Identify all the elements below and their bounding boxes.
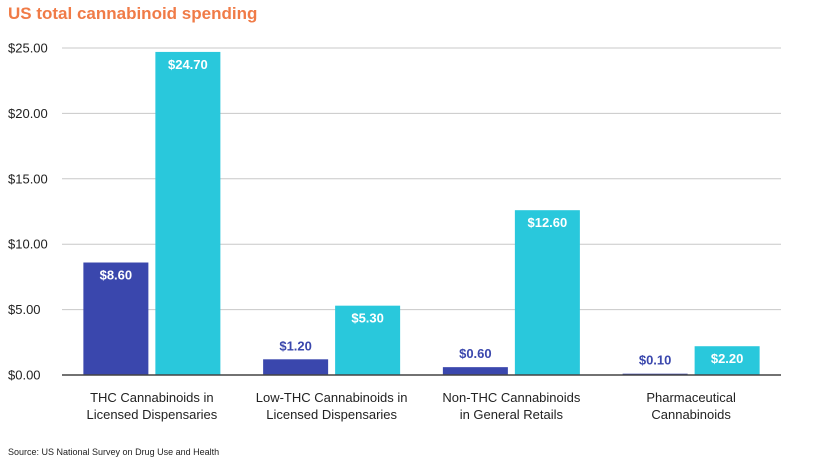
x-category-label: Licensed Dispensaries (266, 407, 397, 422)
bar (514, 210, 580, 375)
bar (155, 51, 221, 375)
y-tick-label: $10.00 (8, 237, 48, 252)
x-category-label: THC Cannabinoids in (90, 390, 214, 405)
bar-value-label: $12.60 (527, 215, 567, 230)
bars: $8.60 $24.70 $1.20 $5.30 $0.60 $12.60 $0.10 $2.… (83, 51, 760, 376)
y-tick-label: $25.00 (8, 41, 48, 56)
y-tick-label: $15.00 (8, 171, 48, 186)
y-tick-label: $5.00 (8, 302, 41, 317)
bar-value-label: $24.70 (168, 57, 208, 72)
y-tick-label: $0.00 (8, 368, 41, 383)
y-axis: $0.00 $5.00 $10.00 $15.00 $20.00 $25.00 (8, 41, 48, 383)
x-category-label: Low-THC Cannabinoids in (256, 390, 408, 405)
chart-title: US total cannabinoid spending (8, 4, 257, 23)
bar (263, 359, 329, 375)
bar (335, 305, 401, 375)
source-note: Source: US National Survey on Drug Use a… (8, 447, 219, 457)
bar-value-label: $0.60 (459, 346, 492, 361)
x-category-label: Pharmaceutical (646, 390, 736, 405)
x-axis: THC Cannabinoids in Licensed Dispensaries… (62, 374, 781, 422)
bar-value-label: $1.20 (279, 338, 312, 353)
x-category-label: in General Retails (460, 407, 564, 422)
x-category-label: Cannabinoids (651, 407, 731, 422)
x-category-label: Licensed Dispensaries (86, 407, 217, 422)
bar-value-label: $0.10 (639, 353, 672, 368)
bar (442, 367, 508, 375)
bar-value-label: $5.30 (351, 311, 384, 326)
bar-value-label: $2.20 (711, 351, 744, 366)
bar-value-label: $8.60 (100, 268, 133, 283)
bar (694, 346, 760, 375)
x-category-label: Non-THC Cannabinoids (442, 390, 581, 405)
bar (83, 262, 149, 375)
y-tick-label: $20.00 (8, 106, 48, 121)
